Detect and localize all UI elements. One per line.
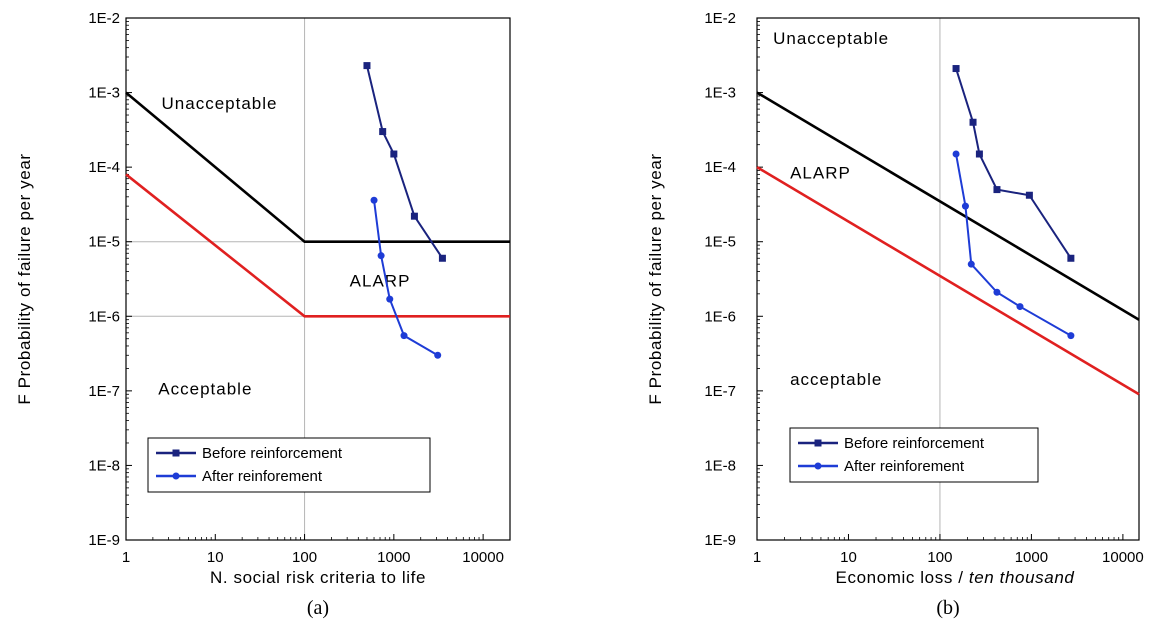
y-tick-label: 1E-6 xyxy=(88,308,120,325)
data-point-circle xyxy=(377,252,385,260)
x-tick-label: 1 xyxy=(122,549,130,566)
upper-criterion-line xyxy=(125,91,510,244)
y-axis-label: F Probability of failure per year xyxy=(15,153,34,404)
x-tick-label: 1000 xyxy=(377,549,410,566)
legend-swatch-marker xyxy=(814,439,822,447)
y-tick-label: 1E-4 xyxy=(88,159,120,176)
data-point-circle xyxy=(993,288,1001,296)
y-tick-label: 1E-4 xyxy=(704,159,736,176)
data-point-square xyxy=(975,150,983,158)
y-tick-label: 1E-3 xyxy=(88,85,120,102)
legend-box xyxy=(147,437,431,493)
legend-box xyxy=(789,427,1039,483)
data-point-square xyxy=(993,186,1001,194)
lower-criterion-line xyxy=(125,173,510,318)
chart-panel-1: 1E-9 1E-8 1E-7 1E-6 1E-5 1E-4 1E-3 1E-2 1 10 100 10… xyxy=(646,10,1144,619)
x-tick-label: 100 xyxy=(927,549,952,566)
data-point-circle xyxy=(952,150,960,158)
legend-swatch-marker xyxy=(172,449,180,457)
legend-entry: After reinforement xyxy=(202,468,323,485)
panel-label: (b) xyxy=(936,597,959,619)
data-point-circle xyxy=(400,332,408,340)
y-axis-label: F Probability of failure per year xyxy=(646,153,665,404)
plot-frame xyxy=(125,17,511,541)
x-tick-label: 10000 xyxy=(462,549,504,566)
data-point-square xyxy=(1025,191,1033,199)
plot-frame xyxy=(756,17,1140,541)
data-point-square xyxy=(363,62,371,70)
y-tick-label: 1E-2 xyxy=(88,10,120,27)
data-point-circle xyxy=(370,196,378,204)
y-tick-label: 1E-6 xyxy=(704,308,736,325)
data-point-circle xyxy=(386,295,394,303)
upper-criterion-line xyxy=(756,91,1140,321)
x-tick-label: 1 xyxy=(753,549,761,566)
legend: Before reinforcement After reinforement xyxy=(147,437,431,493)
y-tick-label: 1E-5 xyxy=(704,234,736,251)
x-axis-label-main: Economic loss / xyxy=(836,568,969,587)
region-label: acceptable xyxy=(790,370,882,389)
data-point-square xyxy=(438,254,446,262)
y-tick-label: 1E-7 xyxy=(88,383,120,400)
region-label: ALARP xyxy=(790,164,851,183)
x-tick-label: 10 xyxy=(207,549,224,566)
x-tick-label: 10 xyxy=(840,549,857,566)
x-axis-label: Economic loss / ten thousand xyxy=(836,568,1075,587)
legend-swatch-marker xyxy=(172,472,180,480)
legend-entry: Before reinforcement xyxy=(844,435,985,452)
y-tick-label: 1E-8 xyxy=(704,457,736,474)
x-tick-label: 10000 xyxy=(1102,549,1144,566)
data-point-square xyxy=(969,118,977,126)
region-label: Unacceptable xyxy=(773,29,889,48)
legend: Before reinforcement After reinforement xyxy=(789,427,1039,483)
data-point-circle xyxy=(967,260,975,268)
data-point-square xyxy=(1067,254,1075,262)
legend-entry: After reinforement xyxy=(844,458,965,475)
data-point-circle xyxy=(961,202,969,210)
lower-criterion-line xyxy=(756,166,1140,396)
region-label: Unacceptable xyxy=(162,94,278,113)
data-point-square xyxy=(410,212,418,220)
legend-swatch-marker xyxy=(814,462,822,470)
data-point-square xyxy=(952,65,960,73)
data-point-circle xyxy=(1067,332,1075,340)
legend-entry: Before reinforcement xyxy=(202,445,343,462)
y-tick-label: 1E-3 xyxy=(704,85,736,102)
y-tick-label: 1E-7 xyxy=(704,383,736,400)
x-axis-label-italic: ten thousand xyxy=(969,568,1075,587)
data-point-circle xyxy=(1016,303,1024,311)
y-tick-label: 1E-9 xyxy=(704,532,736,549)
chart-panel-0: 1E-9 1E-8 1E-7 1E-6 1E-5 1E-4 1E-3 1E-2 1 10 100 10… xyxy=(15,10,511,619)
y-tick-label: 1E-5 xyxy=(88,234,120,251)
x-tick-label: 1000 xyxy=(1015,549,1048,566)
y-tick-label: 1E-9 xyxy=(88,532,120,549)
series-line-1 xyxy=(955,153,1072,337)
y-tick-label: 1E-8 xyxy=(88,457,120,474)
x-axis-label-main: N. social risk criteria to life xyxy=(210,568,426,587)
region-label: Acceptable xyxy=(158,379,252,398)
x-tick-label: 100 xyxy=(292,549,317,566)
data-point-circle xyxy=(434,351,442,359)
data-point-square xyxy=(390,150,398,158)
region-label: ALARP xyxy=(350,272,411,291)
y-tick-label: 1E-2 xyxy=(704,10,736,27)
series-line-0 xyxy=(955,68,1072,259)
x-axis-label: N. social risk criteria to life xyxy=(210,568,426,587)
data-point-square xyxy=(379,128,387,136)
panel-label: (a) xyxy=(307,597,329,619)
